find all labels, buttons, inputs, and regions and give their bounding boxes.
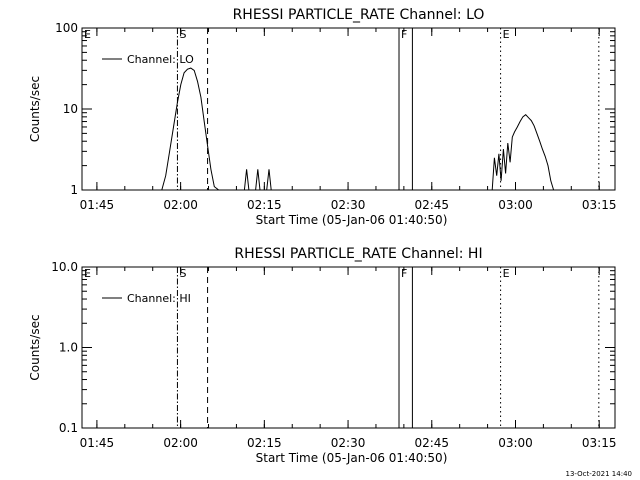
- time-marker-letter: F: [401, 267, 407, 280]
- x-axis-label: Start Time (05-Jan-06 01:40:50): [256, 213, 448, 227]
- chart-panel-2: RHESSI PARTICLE_RATE Channel: HI Counts/s…: [28, 246, 617, 465]
- y-axis-label: Counts/sec: [28, 76, 42, 142]
- y-tick-label: 0.1: [59, 421, 78, 435]
- corner-letter: E: [84, 28, 91, 41]
- x-tick-label: 01:45: [80, 198, 115, 212]
- x-tick-label: 03:00: [498, 198, 533, 212]
- y-tick-label: 100: [55, 21, 78, 35]
- x-tick-label: 02:15: [247, 436, 282, 450]
- time-marker-letter: S: [179, 267, 186, 280]
- y-tick-label: 1: [70, 183, 78, 197]
- chart-title: RHESSI PARTICLE_RATE Channel: LO: [233, 7, 485, 23]
- chart-panel-1: RHESSI PARTICLE_RATE Channel: LO Counts/s…: [28, 7, 617, 227]
- data-series-line: [243, 169, 272, 191]
- x-tick-label: 02:00: [163, 436, 198, 450]
- time-marker-letter: E: [503, 267, 510, 280]
- time-marker-letter: S: [179, 28, 186, 41]
- x-tick-label: 02:30: [331, 436, 366, 450]
- generation-timestamp: 13-Oct-2021 14:40: [565, 470, 632, 478]
- corner-letter: E: [84, 267, 91, 280]
- x-tick-label: 02:00: [163, 198, 198, 212]
- y-axis-label: Counts/sec: [28, 314, 42, 380]
- x-tick-label: 03:00: [498, 436, 533, 450]
- legend-label: Channel: LO: [127, 53, 194, 66]
- chart-title: RHESSI PARTICLE_RATE Channel: HI: [234, 246, 482, 262]
- time-marker-letter: E: [503, 28, 510, 41]
- y-tick-label: 10: [63, 102, 78, 116]
- x-tick-label: 01:45: [80, 436, 115, 450]
- data-series-line: [161, 67, 220, 191]
- y-tick-label: 10.0: [51, 260, 78, 274]
- x-tick-label: 03:15: [582, 436, 617, 450]
- time-marker-letter: F: [401, 28, 407, 41]
- data-series-line: [491, 114, 555, 191]
- y-tick-label: 1.0: [59, 341, 78, 355]
- x-tick-label: 02:45: [414, 198, 449, 212]
- x-tick-label: 03:15: [582, 198, 617, 212]
- x-tick-label: 02:15: [247, 198, 282, 212]
- x-axis-label: Start Time (05-Jan-06 01:40:50): [256, 451, 448, 465]
- legend-label: Channel: HI: [127, 292, 191, 305]
- x-tick-label: 02:30: [331, 198, 366, 212]
- x-tick-label: 02:45: [414, 436, 449, 450]
